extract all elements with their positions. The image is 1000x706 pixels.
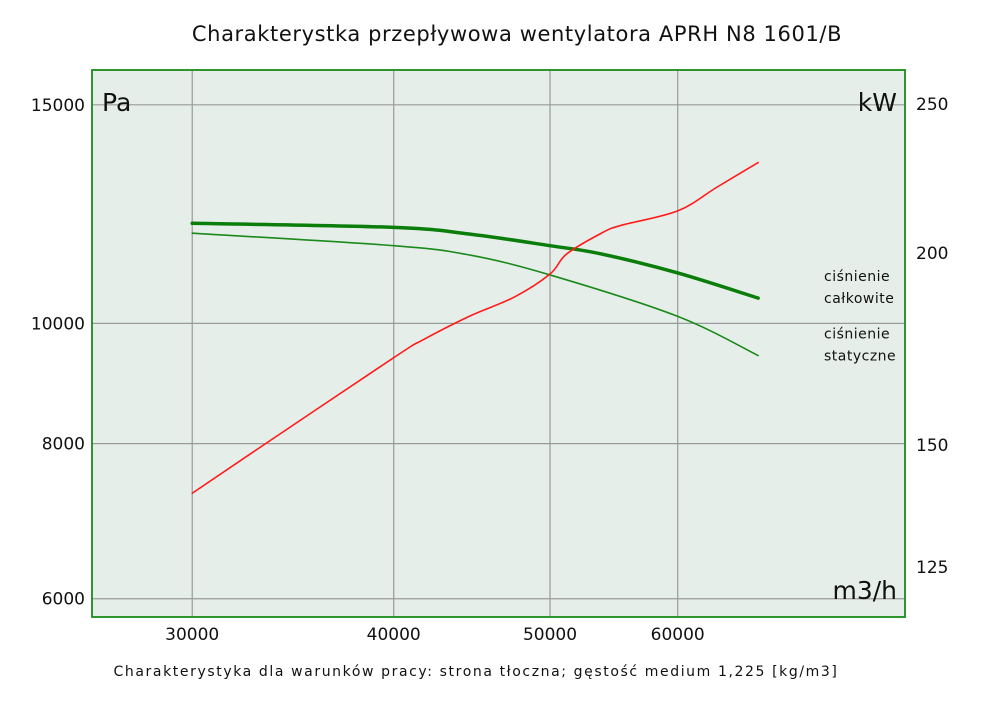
y-axis-unit: Pa <box>102 88 131 117</box>
grid <box>92 70 905 617</box>
chart-title: Charakterystka przepływowa wentylatora A… <box>192 22 842 46</box>
y2-tick-label: 150 <box>916 436 948 456</box>
plot-frame <box>91 69 906 618</box>
y-tick-label: 10000 <box>31 314 85 334</box>
series-line-2 <box>191 232 759 357</box>
series-lines <box>190 161 760 495</box>
x-tick-label: 40000 <box>367 625 421 645</box>
x-tick-label: 30000 <box>165 625 219 645</box>
y-tick-label: 15000 <box>31 96 85 116</box>
y2-tick-label: 125 <box>916 558 948 578</box>
plot-area <box>92 70 905 617</box>
y-tick-label: 8000 <box>42 435 85 455</box>
series-label: całkowite <box>824 291 894 307</box>
series-label: ciśnienie <box>824 269 890 285</box>
y2-tick-label: 200 <box>916 244 948 264</box>
series-labels: ciśnienie całkowite ciśnienie statyczne <box>824 269 896 364</box>
y-tick-label: 6000 <box>42 590 85 610</box>
x-axis-unit: m3/h <box>832 576 897 605</box>
x-tick-label: 60000 <box>651 625 705 645</box>
series-label: statyczne <box>824 349 896 365</box>
chart-subtitle: Charakterystyka dla warunków pracy: stro… <box>114 664 839 680</box>
y2-tick-label: 250 <box>916 95 948 115</box>
series-line-3 <box>191 161 759 495</box>
y2-axis-unit: kW <box>858 88 897 117</box>
x-tick-label: 50000 <box>523 625 577 645</box>
series-label: ciśnienie <box>824 327 890 343</box>
series-line-1 <box>190 221 760 300</box>
tick-labels: 30000 40000 50000 60000 15000 10000 8000 6000 25… <box>31 95 949 645</box>
